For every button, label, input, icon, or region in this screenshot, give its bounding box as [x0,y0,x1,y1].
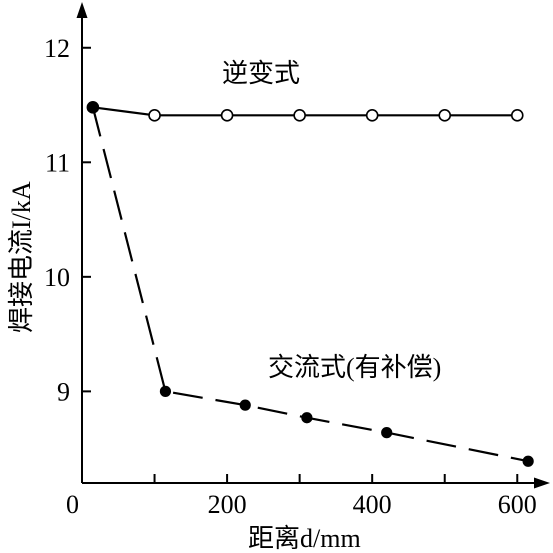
x-axis-arrow [534,477,550,489]
x-axis-label: 距离d/mm [248,524,361,553]
axis-ticks: 9 10 11 12 0 200 400 600 [44,34,537,519]
series-label-ac: 交流式(有补偿) [268,353,441,382]
series-label-inverter: 逆变式 [222,59,300,88]
data-point-0-6 [510,109,524,122]
data-point-0-3 [293,109,306,122]
y-tick-label-0: 9 [57,377,70,406]
x-tick-label-0: 0 [66,490,79,519]
x-tick-label-2: 400 [353,490,392,519]
data-point-1-2 [239,399,251,411]
data-point-1-4 [381,427,393,439]
series-layer [86,101,534,467]
data-point-1-3 [301,412,313,424]
y-tick-label-1: 10 [44,263,70,292]
data-point-0-5 [438,109,452,122]
series-0 [86,101,524,122]
y-tick-label-2: 11 [45,148,70,177]
series-line-1 [91,107,529,463]
y-axis-arrow [76,2,88,18]
y-tick-label-3: 12 [44,34,70,63]
data-point-0-1 [148,109,161,122]
y-axis [76,2,88,483]
data-point-1-5 [522,455,534,467]
x-axis [82,477,550,489]
data-point-1-0 [87,101,99,113]
data-point-0-4 [365,109,379,122]
series-1 [87,101,534,467]
x-tick-label-3: 600 [498,490,537,519]
data-point-0-2 [220,109,234,122]
y-axis-label: 焊接电流I/kA [7,181,36,333]
data-point-1-1 [159,385,172,397]
x-tick-label-1: 200 [208,490,247,519]
